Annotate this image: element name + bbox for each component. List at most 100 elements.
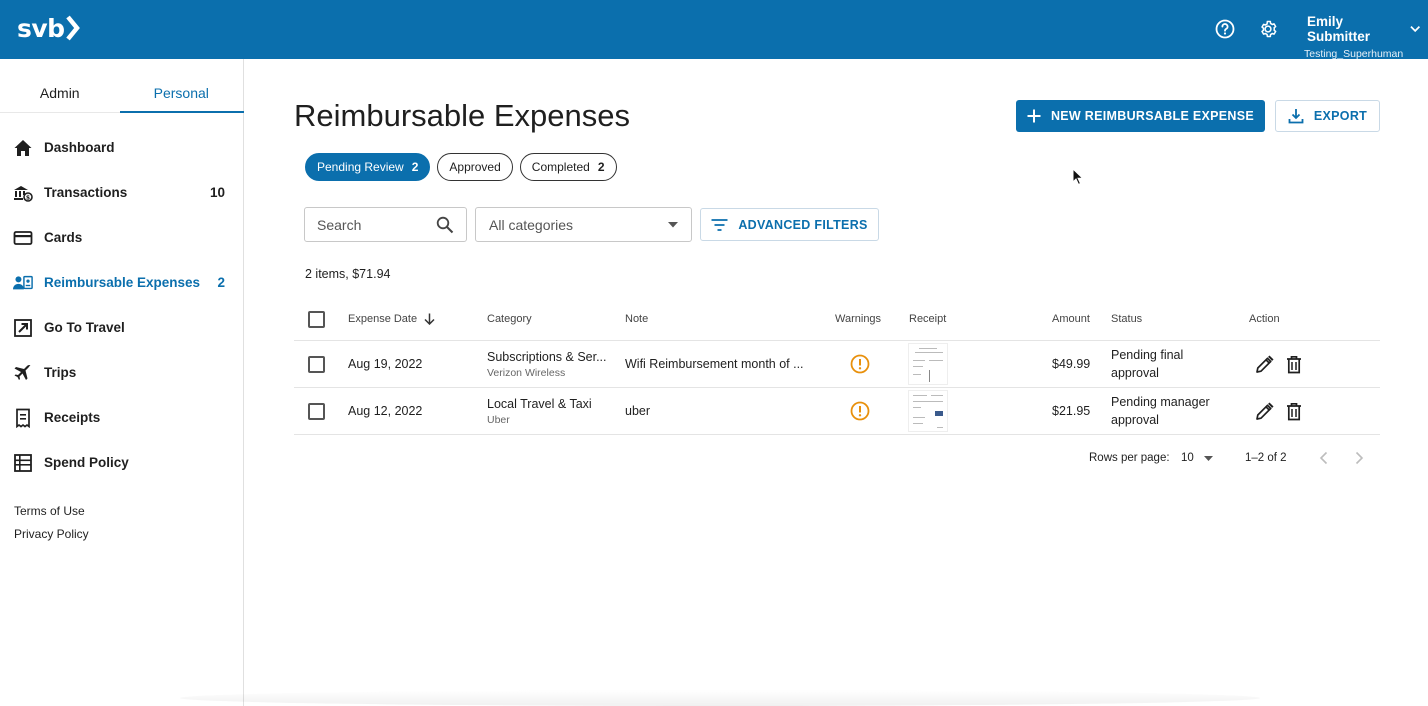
chip-label: Completed xyxy=(531,160,590,174)
rows-per-page-value: 10 xyxy=(1181,452,1194,464)
status-filter-chips: Pending Review 2 Approved Completed 2 xyxy=(305,153,617,181)
edit-icon[interactable] xyxy=(1255,354,1274,374)
people-icon xyxy=(13,273,33,293)
warning-icon[interactable] xyxy=(850,354,870,374)
svb-logo[interactable]: svb xyxy=(17,13,80,43)
chip-pending-review[interactable]: Pending Review 2 xyxy=(305,153,431,181)
warning-icon[interactable] xyxy=(850,401,870,421)
expense-date: Aug 19, 2022 xyxy=(348,357,423,371)
header-label: Expense Date xyxy=(348,313,418,325)
external-link-icon xyxy=(13,318,33,338)
tab-personal[interactable]: Personal xyxy=(153,85,209,101)
header-note: Note xyxy=(625,313,649,325)
plus-icon xyxy=(1027,109,1041,123)
sidebar-item-label: Receipts xyxy=(44,410,101,425)
page-range: 1–2 of 2 xyxy=(1245,452,1287,464)
header-expense-date[interactable]: Expense Date xyxy=(348,298,435,340)
new-expense-label: NEW REIMBURSABLE EXPENSE xyxy=(1050,109,1255,123)
user-menu[interactable]: Emily Submitter Testing_Superhuman xyxy=(1300,14,1420,60)
table-header: Expense Date Category Note Warnings Rece… xyxy=(294,298,1380,341)
prev-page-icon[interactable] xyxy=(1319,451,1328,468)
export-label: EXPORT xyxy=(1313,109,1368,123)
sidebar-item-transactions[interactable]: $ Transactions 10 xyxy=(0,170,243,215)
top-bar: svb Emily Submitter Testing_Superhuman xyxy=(0,0,1428,60)
sidebar-item-label: Cards xyxy=(44,230,83,245)
search-input[interactable] xyxy=(317,216,427,233)
terms-of-use-link[interactable]: Terms of Use xyxy=(14,504,85,518)
expense-category: Local Travel & Taxi xyxy=(487,396,592,411)
privacy-policy-link[interactable]: Privacy Policy xyxy=(14,527,89,541)
expense-category: Subscriptions & Ser... xyxy=(487,349,607,364)
new-reimbursable-expense-button[interactable]: NEW REIMBURSABLE EXPENSE xyxy=(1016,100,1265,132)
sidebar-item-label: Go To Travel xyxy=(44,320,125,335)
help-circle-icon[interactable] xyxy=(1214,18,1236,40)
select-all-checkbox[interactable] xyxy=(308,310,325,328)
expense-date: Aug 12, 2022 xyxy=(348,404,423,418)
next-page-icon[interactable] xyxy=(1355,451,1364,468)
receipt-icon xyxy=(13,408,33,428)
chip-completed[interactable]: Completed 2 xyxy=(519,153,617,181)
items-summary: 2 items, $71.94 xyxy=(305,267,391,281)
card-icon xyxy=(13,228,33,248)
sidebar-item-label: Dashboard xyxy=(44,140,115,155)
chip-count: 2 xyxy=(597,160,605,174)
table-row[interactable]: Aug 12, 2022 Local Travel & Taxi Uber ub… xyxy=(294,388,1380,435)
search-icon[interactable] xyxy=(436,216,454,234)
sidebar-item-receipts[interactable]: Receipts xyxy=(0,395,243,440)
header-amount: Amount xyxy=(1052,313,1090,325)
advanced-filters-button[interactable]: ADVANCED FILTERS xyxy=(700,208,879,241)
search-box xyxy=(304,207,467,242)
expense-amount: $21.95 xyxy=(1052,404,1091,418)
receipt-thumbnail[interactable] xyxy=(908,343,948,385)
sidebar-item-dashboard[interactable]: Dashboard xyxy=(0,125,243,170)
rows-per-page-select[interactable]: 10 xyxy=(1181,452,1213,464)
sidebar-nav: Dashboard $ Transactions 10 Cards Reimbu… xyxy=(0,125,243,485)
sidebar-item-spend-policy[interactable]: Spend Policy xyxy=(0,440,243,485)
header-warnings: Warnings xyxy=(835,313,882,325)
chip-count: 2 xyxy=(411,160,419,174)
expense-note: uber xyxy=(625,404,651,418)
sidebar-item-trips[interactable]: Trips xyxy=(0,350,243,395)
sidebar-item-go-to-travel[interactable]: Go To Travel xyxy=(0,305,243,350)
expense-merchant: Verizon Wireless xyxy=(487,366,566,379)
header-receipt: Receipt xyxy=(909,313,947,325)
sidebar-item-count: 10 xyxy=(209,185,225,200)
download-icon xyxy=(1288,109,1304,124)
user-name: Emily Submitter xyxy=(1307,14,1371,44)
row-checkbox[interactable] xyxy=(308,355,325,373)
sidebar-item-reimbursable-expenses[interactable]: Reimbursable Expenses 2 xyxy=(0,260,243,305)
arrow-down-icon xyxy=(424,313,435,325)
header-category: Category xyxy=(487,313,532,325)
expense-note: Wifi Reimbursement month of ... xyxy=(625,357,804,371)
chip-approved[interactable]: Approved xyxy=(437,153,513,181)
tab-admin[interactable]: Admin xyxy=(39,85,80,101)
receipt-thumbnail[interactable] xyxy=(908,390,948,432)
home-icon xyxy=(13,138,33,158)
page-title: Reimbursable Expenses xyxy=(294,98,631,133)
row-checkbox[interactable] xyxy=(308,402,325,420)
logo-text: svb xyxy=(17,13,65,43)
export-button[interactable]: EXPORT xyxy=(1275,100,1380,132)
delete-icon[interactable] xyxy=(1286,355,1302,374)
category-select[interactable]: All categories xyxy=(475,207,692,242)
list-icon xyxy=(13,453,33,473)
mouse-cursor-icon xyxy=(1072,167,1084,191)
header-status: Status xyxy=(1111,313,1143,325)
expense-status: Pending final approval xyxy=(1111,348,1184,380)
table-row[interactable]: Aug 19, 2022 Subscriptions & Ser... Veri… xyxy=(294,341,1380,388)
category-select-value: All categories xyxy=(489,216,574,233)
bank-icon: $ xyxy=(13,183,33,203)
edit-icon[interactable] xyxy=(1255,401,1274,421)
chip-label: Pending Review xyxy=(317,160,404,174)
header-action: Action xyxy=(1249,313,1280,325)
sidebar-item-cards[interactable]: Cards xyxy=(0,215,243,260)
sidebar-item-label: Trips xyxy=(44,365,77,380)
chevron-down-icon xyxy=(1409,26,1420,33)
expense-status: Pending manager approval xyxy=(1111,395,1210,427)
user-org: Testing_Superhuman xyxy=(1304,48,1404,60)
gear-icon[interactable] xyxy=(1257,18,1279,40)
expense-merchant: Uber xyxy=(487,413,510,426)
delete-icon[interactable] xyxy=(1286,402,1302,421)
filter-icon xyxy=(711,218,728,231)
sidebar-item-label: Spend Policy xyxy=(44,455,129,470)
